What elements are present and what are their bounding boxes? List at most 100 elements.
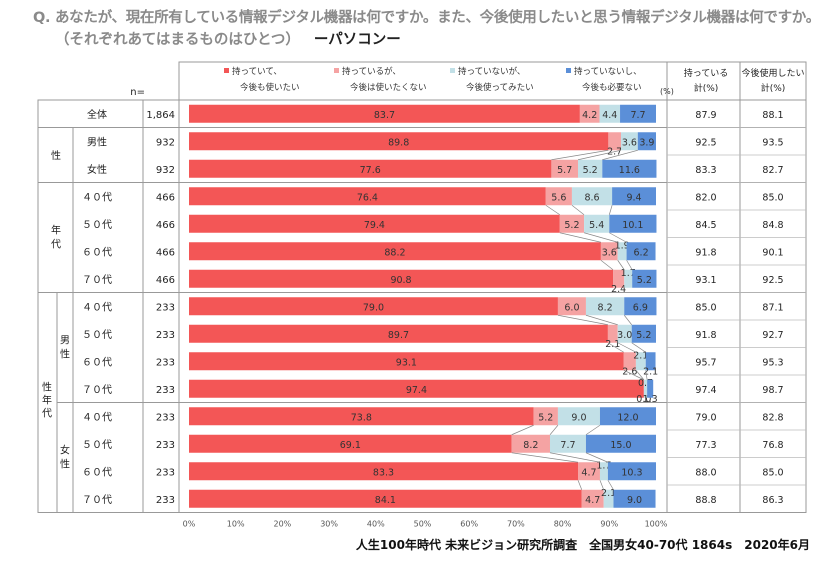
bar-value-label: 83.3 — [373, 467, 394, 478]
future-total: 98.7 — [762, 385, 783, 396]
bar-segment — [559, 214, 585, 233]
future-total: 84.8 — [762, 220, 783, 231]
bar-value-label: 2.1 — [605, 339, 620, 350]
bar-value-label: 6.2 — [634, 247, 649, 258]
row-n: 466 — [156, 275, 175, 286]
bar-segment — [189, 132, 609, 151]
connector-line — [645, 370, 648, 380]
row-n: 233 — [156, 357, 175, 368]
row-n: 233 — [156, 330, 175, 341]
future-total: 92.5 — [762, 275, 783, 286]
row-n: 466 — [156, 220, 175, 231]
bar-segment — [581, 489, 604, 508]
future-total: 85.0 — [762, 192, 783, 203]
connector-line — [583, 232, 618, 243]
bar-value-label: 93.1 — [396, 357, 417, 368]
legend-label-line2: 今後も使いたい — [240, 82, 300, 93]
bar-segment — [579, 104, 600, 123]
bar-value-label: 5.2 — [583, 165, 598, 176]
x-tick-label: 30% — [320, 520, 338, 529]
bar-segment — [557, 407, 600, 426]
bar-segment — [613, 489, 656, 508]
bar-segment — [613, 269, 625, 288]
bar-value-label: 5.6 — [551, 192, 566, 203]
table-frame — [37, 99, 807, 513]
future-total: 82.8 — [762, 412, 783, 423]
bar-segment — [608, 132, 621, 151]
connector-line — [617, 342, 637, 353]
bar-segment — [643, 379, 648, 398]
row-label: ７０代 — [82, 494, 112, 506]
own-total: 88.8 — [695, 495, 716, 506]
row-label: ５０代 — [82, 219, 112, 231]
bar-segment — [189, 187, 546, 206]
bar-segment — [603, 489, 614, 508]
future-total: 82.7 — [762, 165, 783, 176]
subgroup-label: 男性 — [60, 335, 70, 361]
legend-label: 持っていて、 — [232, 66, 282, 77]
connector-line — [511, 424, 534, 436]
row-n: 233 — [156, 385, 175, 396]
bar-value-label: 2.1 — [643, 366, 658, 377]
row-label: ５０代 — [82, 439, 112, 451]
connector-line — [623, 315, 632, 325]
row-label: 女性 — [87, 163, 107, 176]
connector-line — [608, 205, 613, 215]
bar-segment — [624, 269, 633, 288]
row-n: 233 — [156, 412, 175, 423]
group-label: 性 — [51, 149, 61, 162]
legend-swatch — [450, 68, 455, 73]
row-label: ６０代 — [82, 466, 112, 478]
row-label: ７０代 — [82, 384, 112, 396]
own-total: 91.8 — [695, 330, 716, 341]
bar-value-label: 4.7 — [581, 467, 596, 478]
question-text: Q. あなたが、現在所有している情報デジタル機器は何ですか。また、今後使用したい… — [33, 10, 820, 26]
own-total: 88.0 — [695, 467, 716, 478]
x-tick-label: 10% — [227, 520, 245, 529]
connector-line — [551, 149, 609, 161]
row-n: 233 — [156, 302, 175, 313]
x-tick-label: 20% — [274, 520, 292, 529]
bar-value-label: 3.6 — [602, 247, 617, 258]
row-label: ４０代 — [82, 191, 112, 203]
row-n: 466 — [156, 192, 175, 203]
connector-line — [631, 342, 646, 353]
row-label: 男性 — [87, 135, 107, 148]
bar-value-label: 9.0 — [627, 495, 642, 506]
connector-line — [626, 260, 633, 270]
bar-segment — [624, 297, 657, 316]
bar-segment — [612, 187, 656, 206]
bar-segment — [600, 242, 618, 261]
n-label: n= — [130, 87, 145, 98]
bar-value-label: 6.9 — [633, 302, 648, 313]
connector-line — [571, 204, 585, 216]
bar-value-label: 10.1 — [622, 220, 643, 231]
bar-value-label: 9.4 — [626, 192, 641, 203]
bar-value-label: 10.3 — [621, 467, 642, 478]
row-label: 全体 — [87, 108, 107, 121]
bar-segment — [617, 324, 632, 343]
bar-segment — [607, 324, 618, 343]
bar-value-label: 2.6 — [622, 366, 637, 377]
bar-segment — [189, 269, 614, 288]
bar-segment — [189, 489, 582, 508]
connector-line — [549, 452, 601, 463]
bar-value-label: 5.2 — [564, 220, 579, 231]
row-label: ６０代 — [82, 246, 112, 258]
connector-line — [599, 480, 605, 490]
device-name: ーパソコンー — [313, 32, 401, 48]
bar-value-label: 2.4 — [611, 284, 626, 295]
bar-segment — [571, 187, 613, 206]
bar-value-label: 84.1 — [375, 495, 396, 506]
bar-segment — [511, 434, 550, 453]
x-tick-label: 0% — [183, 520, 196, 529]
connector-line — [607, 342, 624, 353]
bar-value-label: 8.2 — [523, 440, 538, 451]
bar-segment — [635, 352, 646, 371]
x-tick-label: 80% — [554, 520, 572, 529]
row-label: ５０代 — [82, 329, 112, 341]
x-tick-label: 50% — [414, 520, 432, 529]
bar-segment — [623, 352, 636, 371]
connector-line — [557, 314, 608, 326]
row-label: ６０代 — [82, 356, 112, 368]
